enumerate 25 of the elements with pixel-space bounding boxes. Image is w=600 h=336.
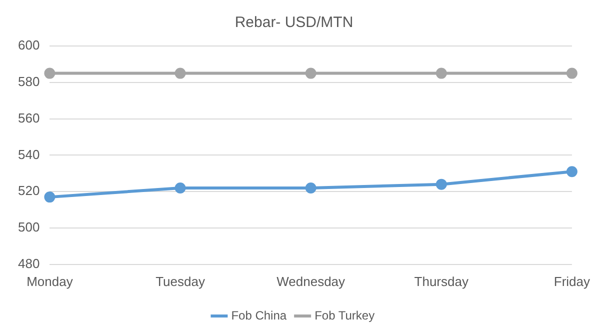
y-tick-label: 560: [18, 110, 40, 126]
point: [44, 68, 56, 79]
point: [174, 68, 186, 79]
x-tick-label: Wednesday: [276, 274, 346, 289]
y-tick-label: 480: [18, 256, 40, 271]
y-tick-label: 600: [18, 38, 40, 53]
y-tick-label: 540: [18, 146, 40, 162]
legend-label: Fob Turkey: [314, 308, 375, 322]
point: [566, 166, 578, 178]
chart-title: Rebar- USD/MTN: [234, 14, 354, 32]
x-tick-label: Tuesday: [156, 274, 206, 289]
point: [305, 182, 316, 194]
x-tick-label: Thursday: [414, 274, 469, 289]
legend-label: Fob China: [231, 308, 287, 322]
y-tick-label: 500: [18, 220, 40, 235]
y-tick-label: 520: [18, 183, 40, 198]
point: [566, 68, 578, 79]
point: [436, 68, 447, 79]
x-tick-label: Monday: [26, 274, 74, 289]
point: [44, 192, 56, 203]
x-tick-label: Friday: [554, 274, 590, 289]
y-tick-label: 580: [18, 74, 40, 89]
point: [174, 182, 186, 194]
point: [305, 68, 316, 79]
point: [436, 178, 447, 190]
